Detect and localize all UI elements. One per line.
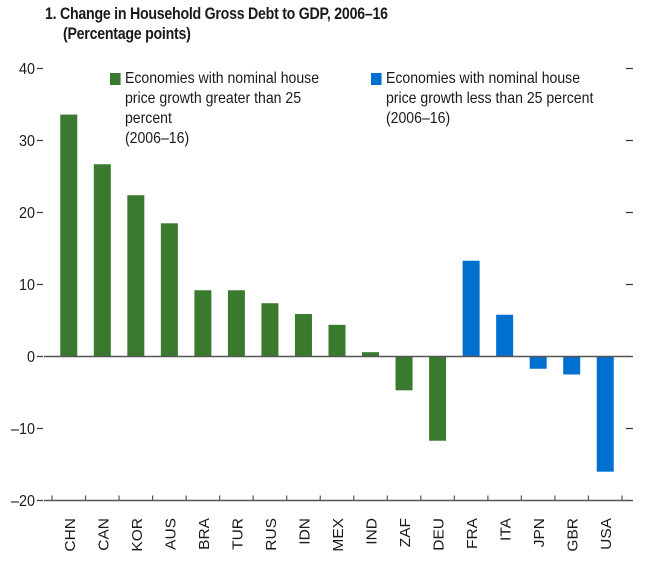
- bar-zaf: [395, 356, 413, 391]
- chart-subtitle: (Percentage points): [63, 25, 191, 43]
- legend-label: Economies with nominal house price growt…: [385, 70, 594, 127]
- x-tick-label: AUS: [163, 518, 180, 550]
- bar-tur: [227, 290, 245, 357]
- x-tick-label: BRA: [196, 517, 213, 550]
- x-tick-label: USA: [599, 517, 616, 550]
- x-tick-label: DEU: [431, 518, 448, 551]
- y-tick-label: 0: [27, 348, 35, 366]
- y-tick-label: 30: [19, 132, 35, 150]
- x-tick-label: CAN: [96, 518, 113, 551]
- bar-jpn: [529, 356, 547, 369]
- x-tick-label: MEX: [330, 518, 347, 552]
- x-tick-label: TUR: [230, 518, 247, 550]
- y-tick-label: 20: [19, 204, 35, 222]
- y-tick-label: 10: [19, 276, 35, 294]
- x-tick-label: ITA: [498, 517, 515, 541]
- bar-chn: [60, 114, 78, 357]
- bar-ind: [362, 352, 380, 357]
- x-tick-label: CHN: [62, 518, 79, 552]
- bar-gbr: [563, 356, 581, 375]
- bar-ita: [496, 314, 514, 357]
- y-tick-label: –10: [11, 420, 35, 438]
- legend-label: Economies with nominal house price growt…: [124, 70, 320, 147]
- y-tick-label: 40: [19, 60, 35, 78]
- x-tick-label: GBR: [565, 518, 582, 552]
- bar-kor: [127, 195, 145, 357]
- bar-deu: [429, 356, 447, 441]
- bar-bra: [194, 290, 212, 357]
- bar-rus: [261, 303, 279, 357]
- x-tick-label: KOR: [129, 518, 146, 552]
- bar-aus: [160, 223, 178, 357]
- bar-usa: [596, 356, 614, 472]
- legend-swatch-blue: [371, 73, 382, 85]
- x-tick-label: ZAF: [397, 518, 414, 547]
- x-tick-label: FRA: [464, 517, 481, 549]
- chart-title: 1. Change in Household Gross Debt to GDP…: [45, 5, 388, 23]
- bar-can: [93, 164, 111, 357]
- legend-swatch-green: [110, 73, 121, 85]
- x-tick-label: RUS: [263, 518, 280, 551]
- x-tick-label: IDN: [297, 518, 314, 545]
- bar-idn: [294, 314, 312, 357]
- x-tick-label: IND: [364, 518, 381, 545]
- bar-fra: [462, 260, 480, 357]
- bar-mex: [328, 324, 346, 357]
- y-tick-label: –20: [11, 492, 35, 510]
- x-tick-label: JPN: [532, 518, 549, 547]
